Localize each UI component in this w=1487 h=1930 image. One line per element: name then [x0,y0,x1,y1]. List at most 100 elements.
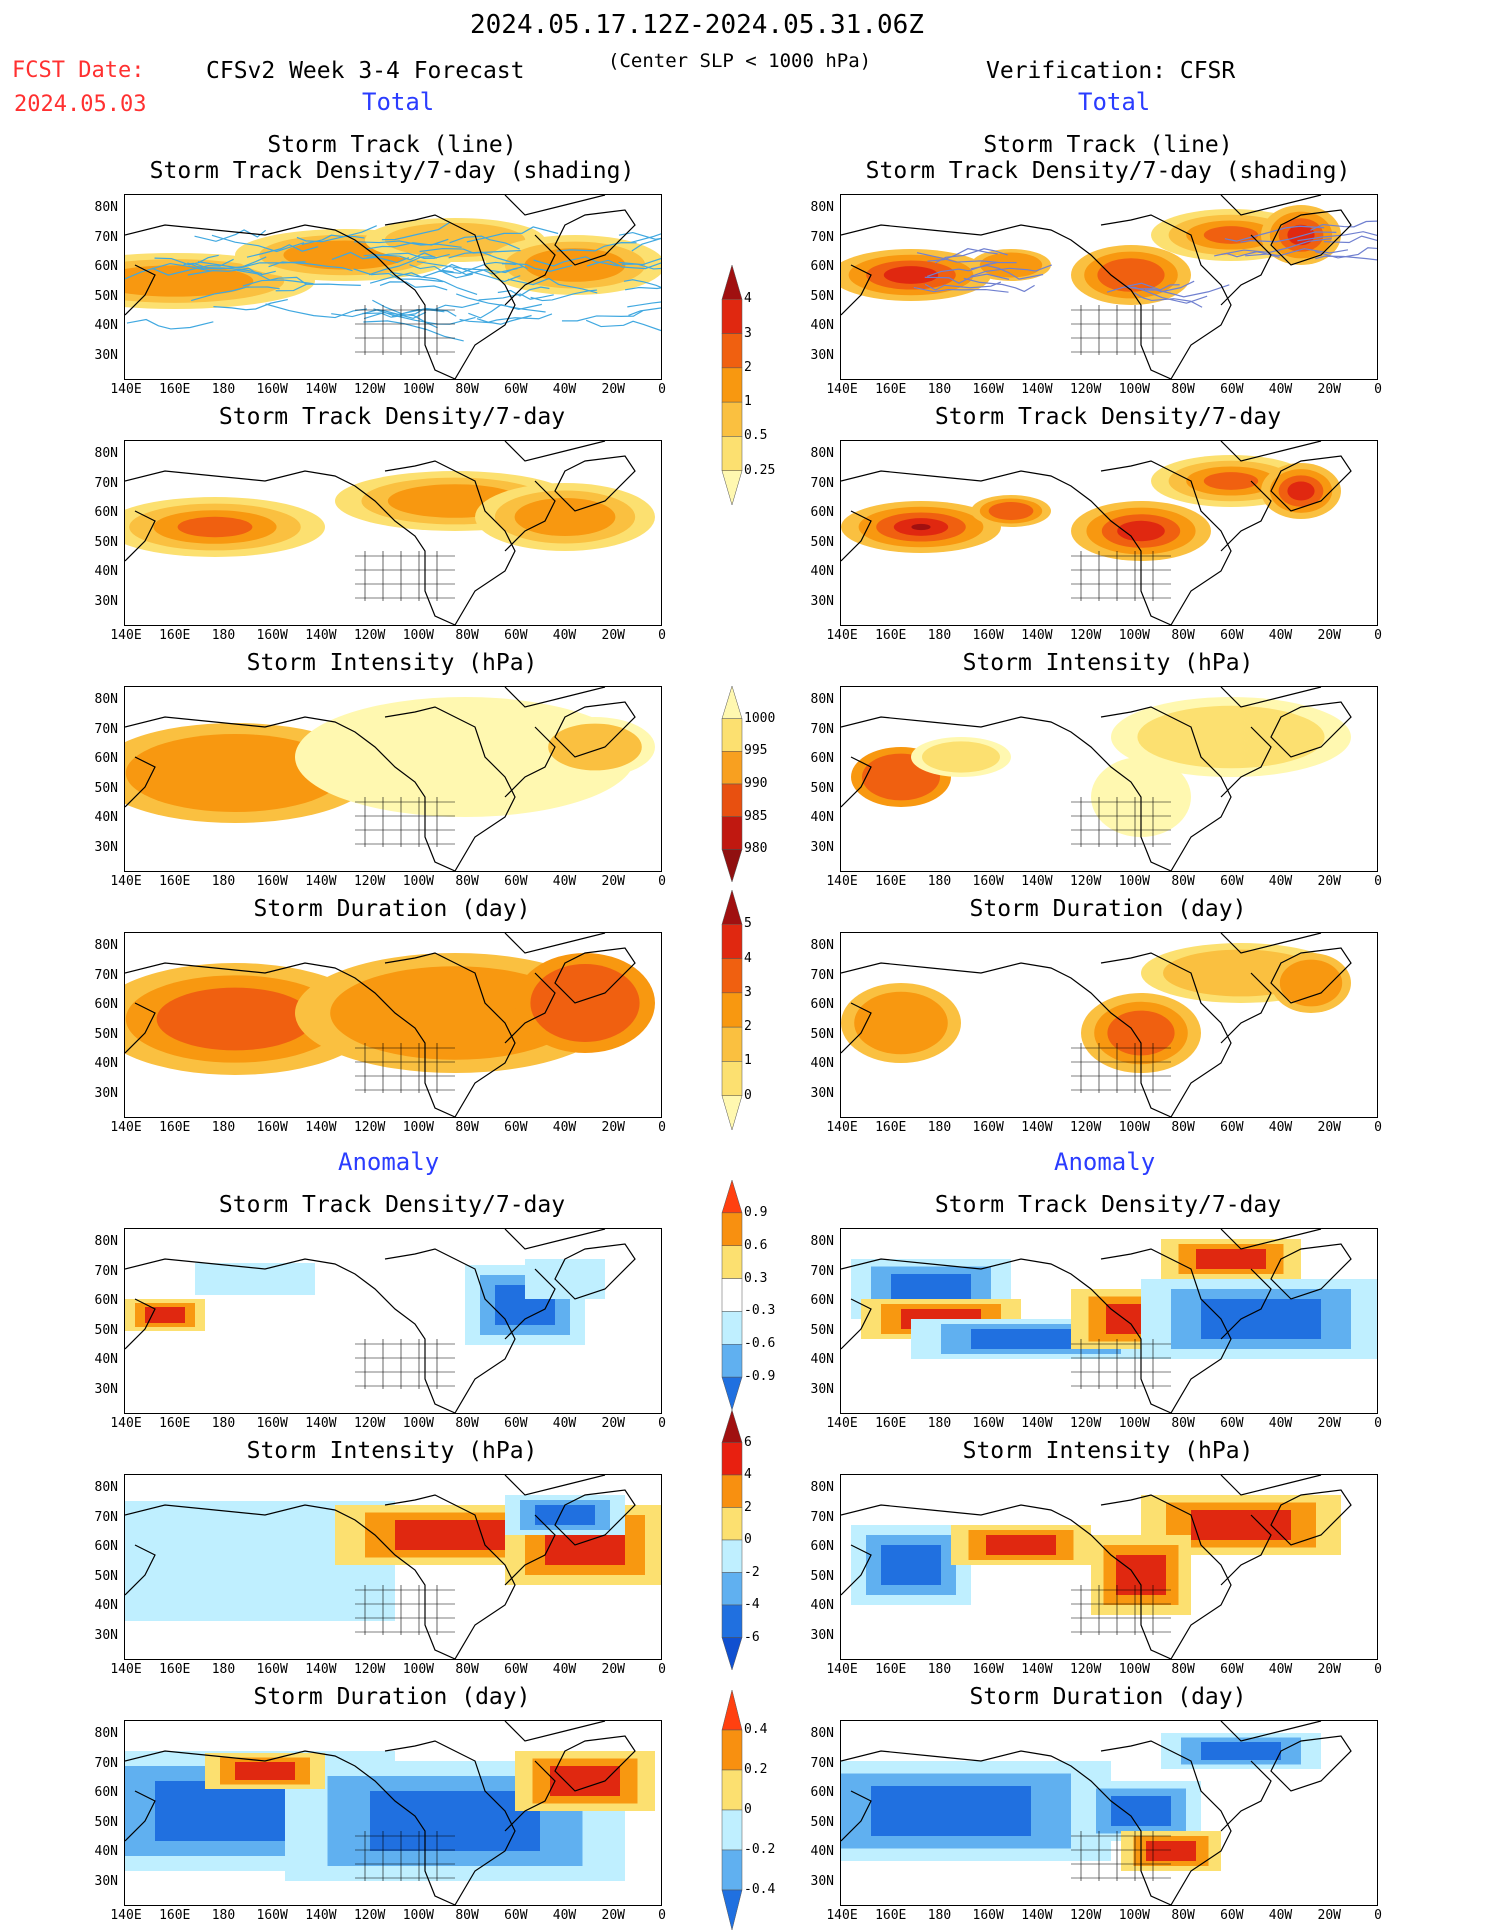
lon-label: 40W [552,382,577,397]
lon-label: 160E [875,1120,907,1135]
panel-title-l1a: Storm Track (line) [267,132,517,158]
map-panel-r4 [840,1228,1378,1414]
coastline [1270,947,1352,1004]
map-panel-l3 [124,932,662,1118]
colorbar-intensity-anom [720,1410,744,1670]
coastline [841,756,872,808]
coastline [125,716,456,871]
map-svg [125,195,661,379]
lat-label: 30N [810,1873,834,1889]
lat-label: 70N [94,1755,118,1771]
colorbar-swatch [721,1889,743,1930]
lat-label: 50N [94,1814,118,1830]
lon-label: 40W [552,1908,577,1923]
lon-label: 60W [1220,628,1244,643]
panel-title-l2: Storm Track Density/7-day [218,404,566,430]
lat-label: 80N [810,1726,834,1741]
coastline [125,962,456,1117]
lon-label: 0 [1374,628,1382,643]
lon-label: 180 [927,1416,952,1431]
panel-title-l7: Storm Duration (day) [253,1684,531,1710]
map-panel-r1 [840,440,1378,626]
colorbar-swatch [721,958,743,994]
total-label-right: Total [1078,88,1151,116]
lon-label: 40W [1268,1908,1293,1923]
lon-label: 120W [353,1416,386,1431]
lon-label: 40W [1268,1120,1293,1135]
anomaly-cell [525,1259,605,1299]
coastline [504,1760,556,1832]
shading-region [125,734,345,812]
lat-label: 70N [94,721,118,737]
coastline [1220,972,1272,1044]
coastline [1220,1268,1272,1340]
colorbar-swatch [721,1539,743,1573]
colorbar-label: 4 [744,950,752,966]
panel-title-r5: Storm Track Density/7-day [934,1192,1282,1218]
colorbar-swatch [721,816,743,850]
lon-label: 160E [875,628,907,643]
colorbar-label: -0.4 [744,1882,776,1897]
lon-label: 160E [159,1662,191,1677]
lat-label: 80N [94,1726,118,1741]
lon-label: 160W [972,1908,1004,1923]
shading-region [1279,959,1343,1007]
lon-label: 40W [1268,628,1293,643]
lon-label: 20W [601,628,625,643]
lon-label: 120W [1069,1416,1102,1431]
lon-label: 140W [305,874,337,889]
lon-label: 140W [305,1416,337,1431]
coastline [841,1790,872,1842]
lon-label: 160E [159,382,191,397]
lon-label: 160E [159,628,191,643]
lat-label: 30N [94,1381,118,1397]
lat-label: 60N [810,1539,834,1554]
lat-label: 40N [94,1352,118,1367]
lat-label: 70N [94,1509,118,1525]
lon-label: 80W [1171,1416,1195,1431]
lat-label: 60N [94,1539,118,1554]
map-svg [841,933,1352,1117]
lat-label: 70N [810,1755,834,1771]
colorbar-label: 0.9 [744,1204,768,1220]
lat-label: 40N [94,564,118,579]
lon-label: 20W [1317,1908,1341,1923]
lon-label: 140W [305,382,337,397]
colorbar-swatch [721,890,743,925]
shading-region [530,964,640,1042]
coastline [841,1750,1172,1905]
lon-label: 140E [110,1416,142,1431]
map-panel-l4 [124,1228,662,1414]
coastline [554,701,636,758]
lon-label: 140W [1021,874,1053,889]
lon-label: 100W [1118,874,1151,889]
colorbar-swatch [721,1474,743,1508]
coastline [125,1298,156,1350]
lon-label: 160W [256,1120,288,1135]
lat-label: 50N [94,1568,118,1584]
coastline [384,214,516,379]
colorbar-swatch [721,1729,743,1771]
lat-label: 80N [94,1234,118,1249]
lat-label: 50N [810,288,834,304]
colorbar-swatch [721,1637,743,1670]
coastline [1220,1229,1322,1250]
coastline [504,1268,556,1340]
shading-region [1107,1010,1175,1056]
lon-label: 160W [256,1908,288,1923]
lon-label: 140W [1021,382,1053,397]
lon-label: 80W [455,1120,479,1135]
lon-label: 120W [1069,1662,1102,1677]
coastline [125,264,156,316]
shading-region [295,697,635,817]
lon-label: 180 [211,874,236,889]
lon-label: 60W [1220,1908,1244,1923]
lon-label: 160W [972,628,1004,643]
lon-label: 100W [1118,1662,1151,1677]
lat-label: 30N [94,593,118,609]
lon-label: 0 [1374,1662,1382,1677]
lat-label: 80N [94,692,118,707]
colorbar-label: 0.6 [744,1237,768,1253]
lat-label: 40N [94,1598,118,1613]
shading-region [1287,224,1315,246]
